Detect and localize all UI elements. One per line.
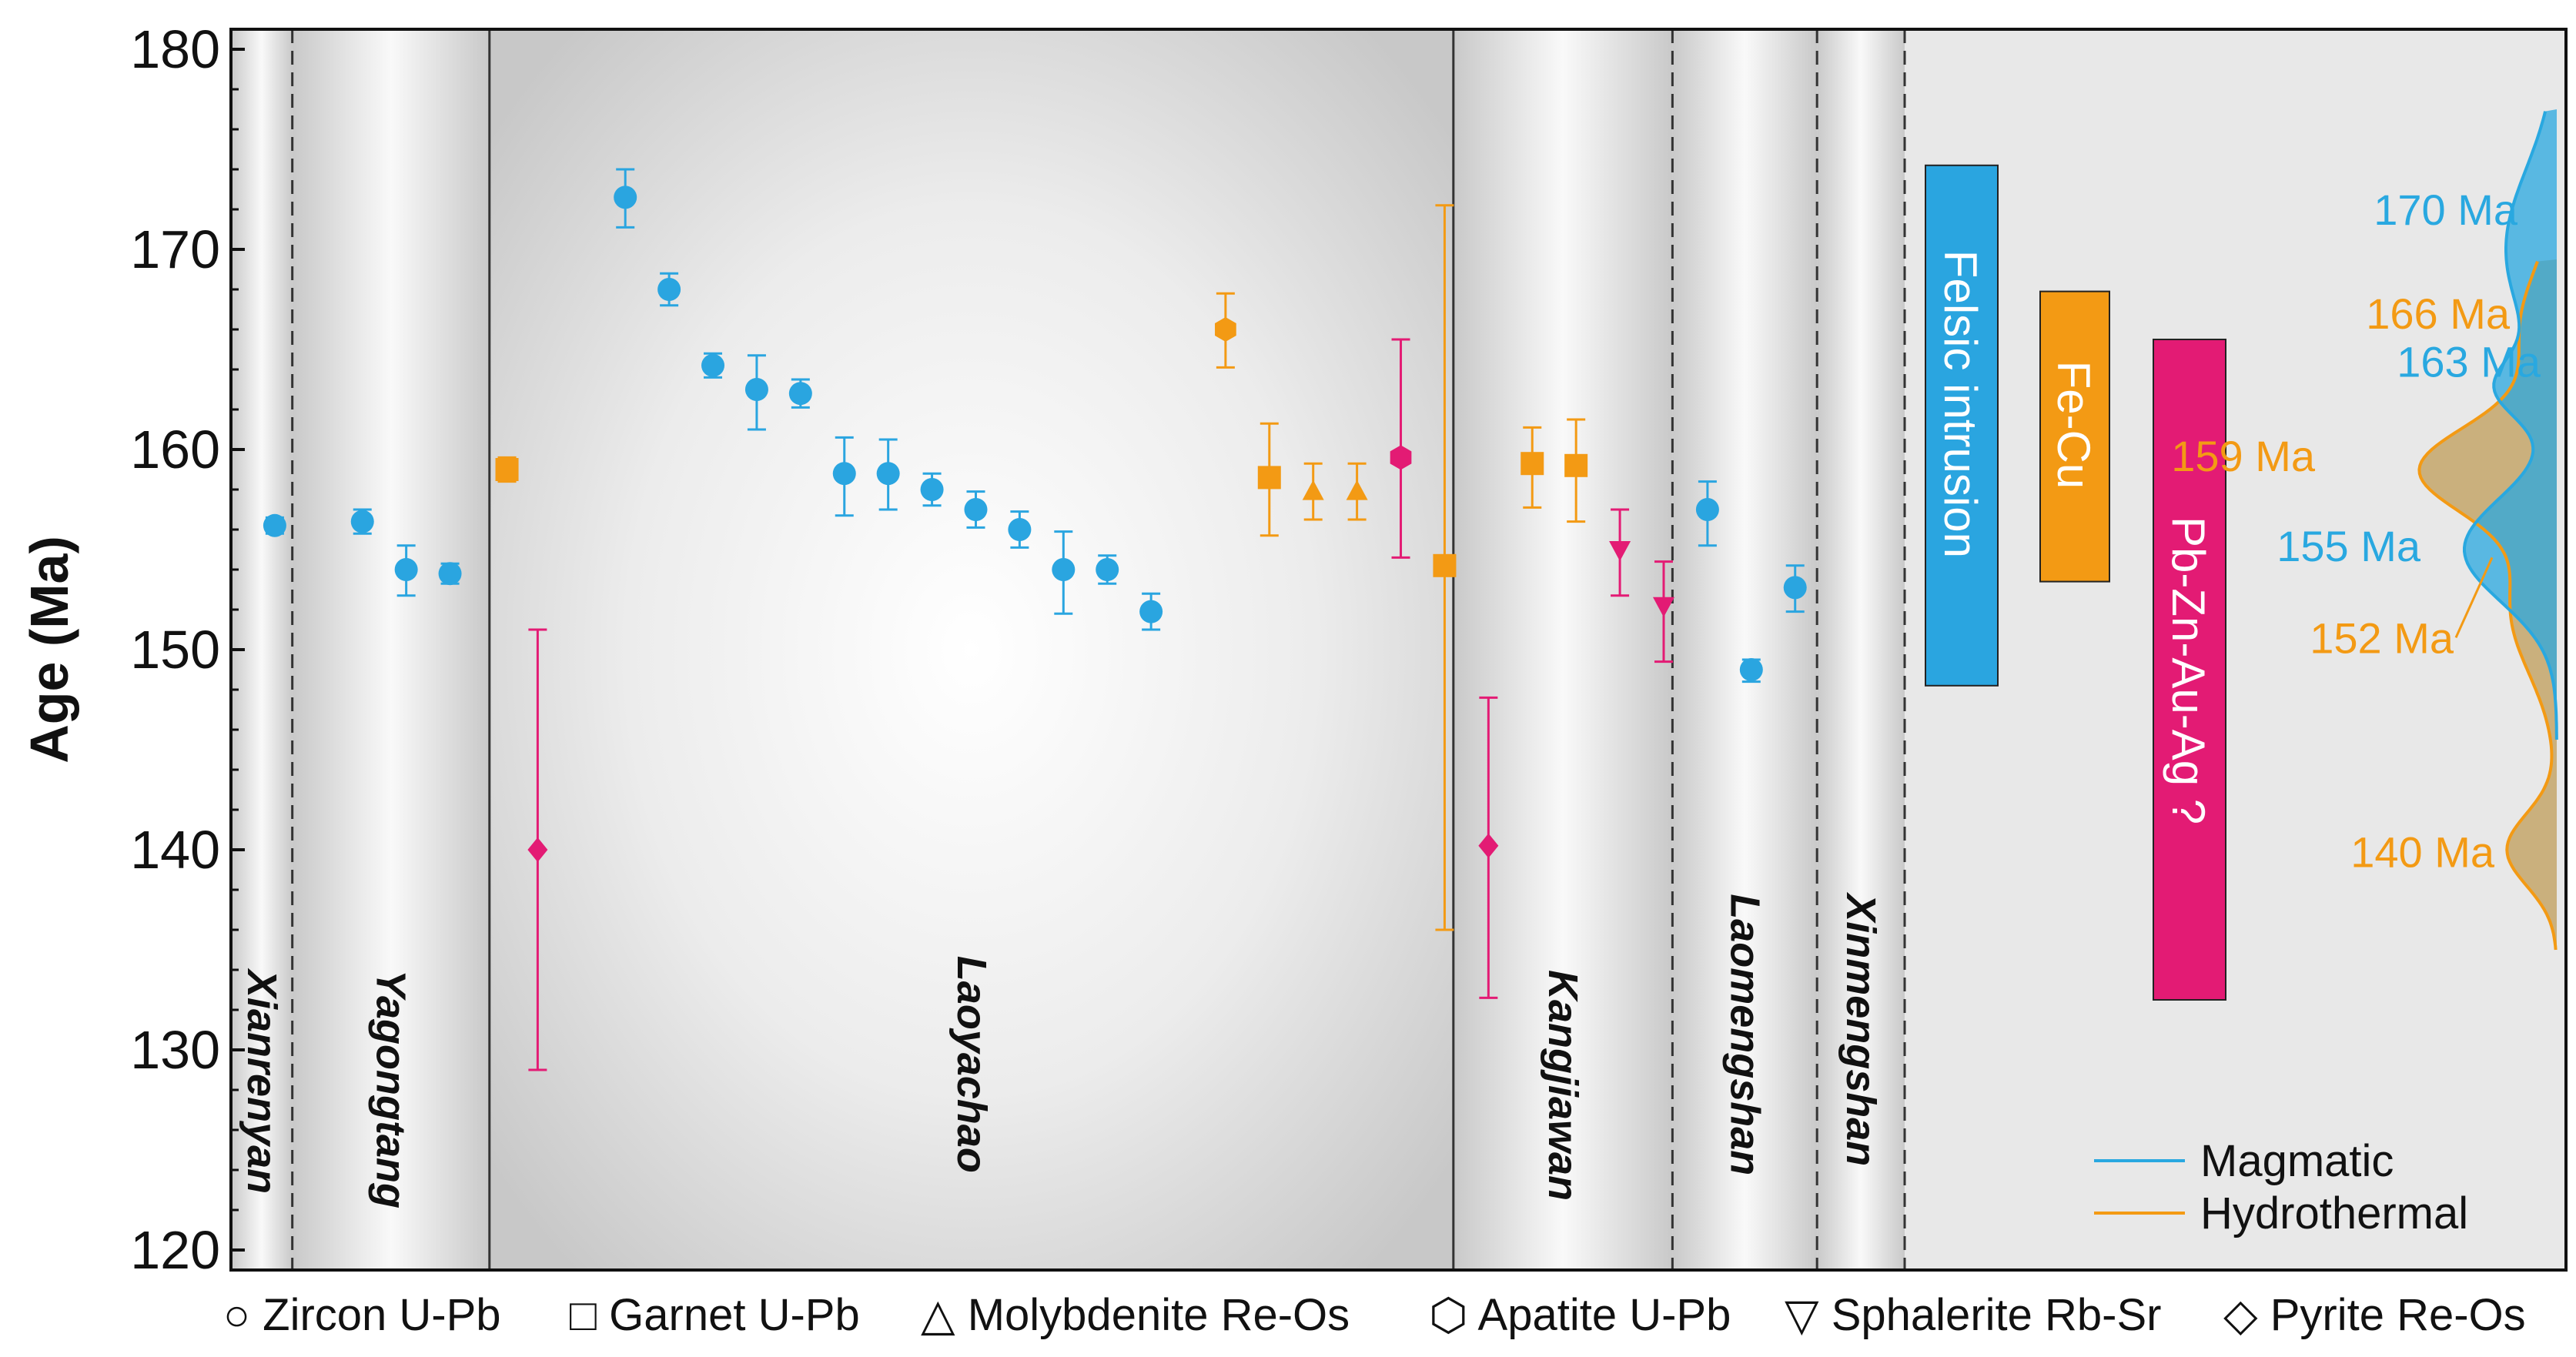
data-point-pyrite [527,837,548,862]
data-point-zircon [438,562,462,586]
data-point-zircon [263,513,286,537]
data-point-zircon [920,478,944,501]
hydrothermal-density-curve [2417,260,2558,951]
mineralization-bar [2039,290,2110,583]
legend-label: Hydrothermal [2200,1188,2468,1238]
y-tick-label: 180 [130,19,220,79]
data-point-garnet [1257,466,1281,490]
y-tick-label: 140 [130,820,220,880]
data-point-molybdenite [1302,480,1324,500]
deposit-label: Xinmengshan [1838,891,1884,1166]
data-point-zircon [394,558,418,581]
peak-label: 170 Ma [2374,186,2518,234]
peak-label: 140 Ma [2350,828,2495,877]
data-point-zircon [701,353,725,377]
data-point-apatite [1215,317,1236,342]
deposit-band-laoyachao [489,29,1454,1270]
peak-label: 155 Ma [2277,522,2421,570]
data-point-garnet [1564,453,1588,477]
deposit-band-laomengshan [1672,29,1818,1270]
peak-label: 166 Ma [2366,289,2511,338]
data-point-zircon [1096,558,1119,581]
data-point-garnet [1433,553,1457,577]
deposit-label: Yagongtang [368,970,414,1208]
data-point-zircon [1695,498,1719,521]
hydrothermal-density-fill [2419,259,2557,950]
deposit-band-kangjiawan [1453,29,1673,1270]
mineralization-bar [2153,339,2226,1001]
y-tick-label: 170 [130,219,220,279]
deposit-label: Laoyachao [948,956,995,1173]
mineralization-bar-label: Pb-Zn-Au-Ag ? [2163,516,2214,824]
y-tick-label: 120 [130,1220,220,1280]
data-point-zircon [1139,600,1163,623]
mineralization-bar [1925,164,1999,687]
data-point-zircon [788,382,812,406]
y-tick-label: 130 [130,1020,220,1080]
data-point-zircon [876,462,900,486]
data-point-zircon [832,462,856,486]
peak-label: 152 Ma [2310,613,2454,662]
data-point-zircon [744,378,768,401]
method-legend-item: ◇ Pyrite Re-Os [2223,1290,2526,1340]
method-legend-item: ▽ Sphalerite Rb-Sr [1785,1290,2161,1340]
y-axis-label: Age (Ma) [19,536,79,764]
data-point-sphalerite [1652,597,1674,617]
data-point-zircon [657,278,681,301]
method-legend-item: ⬡ Apatite U-Pb [1429,1290,1731,1340]
data-point-sphalerite [1609,541,1631,561]
legend-label: Magmatic [2200,1136,2394,1186]
method-legend-item: ○ Zircon U-Pb [223,1290,501,1340]
deposit-label: Kangjiawan [1540,970,1586,1201]
data-point-molybdenite [1346,480,1368,500]
method-legend-item: △ Molybdenite Re-Os [921,1290,1350,1340]
data-point-zircon [1008,518,1032,541]
magmatic-density-curve [2463,111,2558,740]
data-point-zircon [1052,558,1076,581]
data-point-garnet [1521,452,1544,476]
y-tick-label: 160 [130,419,220,480]
peak-leader-line [2454,557,2494,639]
deposit-band-xinmengshan [1817,29,1905,1270]
y-tick-label: 150 [130,620,220,680]
peak-label: 163 Ma [2397,338,2541,386]
data-point-garnet [495,458,519,481]
data-point-zircon [964,498,988,521]
mineralization-bar-label: Felsic intrusion [1935,250,1986,558]
mineralization-bar-label: Fe-Cu [2048,361,2099,490]
data-point-zircon [350,510,374,533]
magmatic-density-fill [2464,109,2557,740]
method-legend-item: □ Garnet U-Pb [570,1290,860,1340]
peak-label: 159 Ma [2171,432,2316,480]
deposit-band-yagongtang [292,29,490,1270]
data-point-apatite [1390,445,1412,470]
deposit-label: Laomengshan [1721,894,1768,1175]
data-point-zircon [1783,576,1807,600]
data-point-pyrite [1478,833,1499,858]
data-point-zircon [614,186,637,209]
data-point-zircon [1739,658,1763,681]
deposit-label: Xianrenyan [239,968,285,1194]
